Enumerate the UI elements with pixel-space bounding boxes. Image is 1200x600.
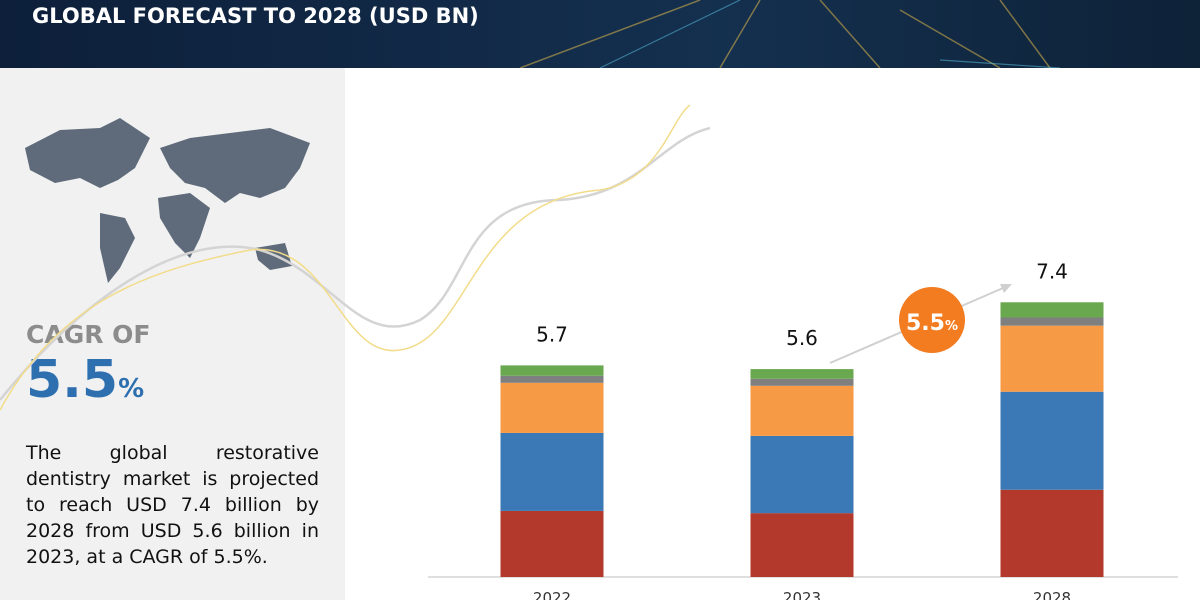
cagr-badge-label: 5.5% [906, 311, 958, 336]
bar-segment [500, 382, 604, 433]
bar-segment [1000, 489, 1104, 577]
bar-segment [500, 375, 604, 383]
cagr-badge-unit: % [945, 319, 958, 334]
bar-segment [1000, 317, 1104, 326]
sidebar: CAGR OF 5.5% The global restorative dent… [0, 68, 345, 600]
x-tick-label: 2028 [1033, 589, 1071, 600]
cagr-label: CAGR OF [26, 320, 151, 349]
bar-segment [750, 378, 854, 386]
title: GLOBAL FORECAST TO 2028 (USD BN) [32, 4, 479, 28]
bar-segment [500, 432, 604, 511]
total-label: 5.6 [786, 326, 818, 350]
cagr-number: 5.5 [26, 350, 119, 410]
x-tick-label: 2022 [533, 589, 571, 600]
header: GLOBAL FORECAST TO 2028 (USD BN) [0, 0, 1200, 68]
total-label: 5.7 [536, 322, 568, 346]
bar-segment [1000, 302, 1104, 318]
cagr-badge [899, 287, 965, 353]
bar-segment [500, 365, 604, 376]
description: The global restorative dentistry market … [26, 442, 319, 568]
bar-segment [750, 513, 854, 577]
total-label: 7.4 [1036, 259, 1068, 283]
bar-segment [1000, 391, 1104, 490]
bar-segment [1000, 325, 1104, 392]
bar-segment [750, 385, 854, 436]
bar-segment [750, 435, 854, 514]
growth-arrow [829, 284, 1011, 364]
x-tick-label: 2023 [783, 589, 821, 600]
cagr-unit: % [118, 374, 145, 404]
world-map [25, 118, 310, 283]
cagr-value: 5.5% [26, 350, 144, 410]
bar-segment [500, 510, 604, 577]
bar-segment [750, 369, 854, 379]
header-decoration [519, 0, 1061, 68]
cagr-badge-value: 5.5 [906, 311, 945, 336]
